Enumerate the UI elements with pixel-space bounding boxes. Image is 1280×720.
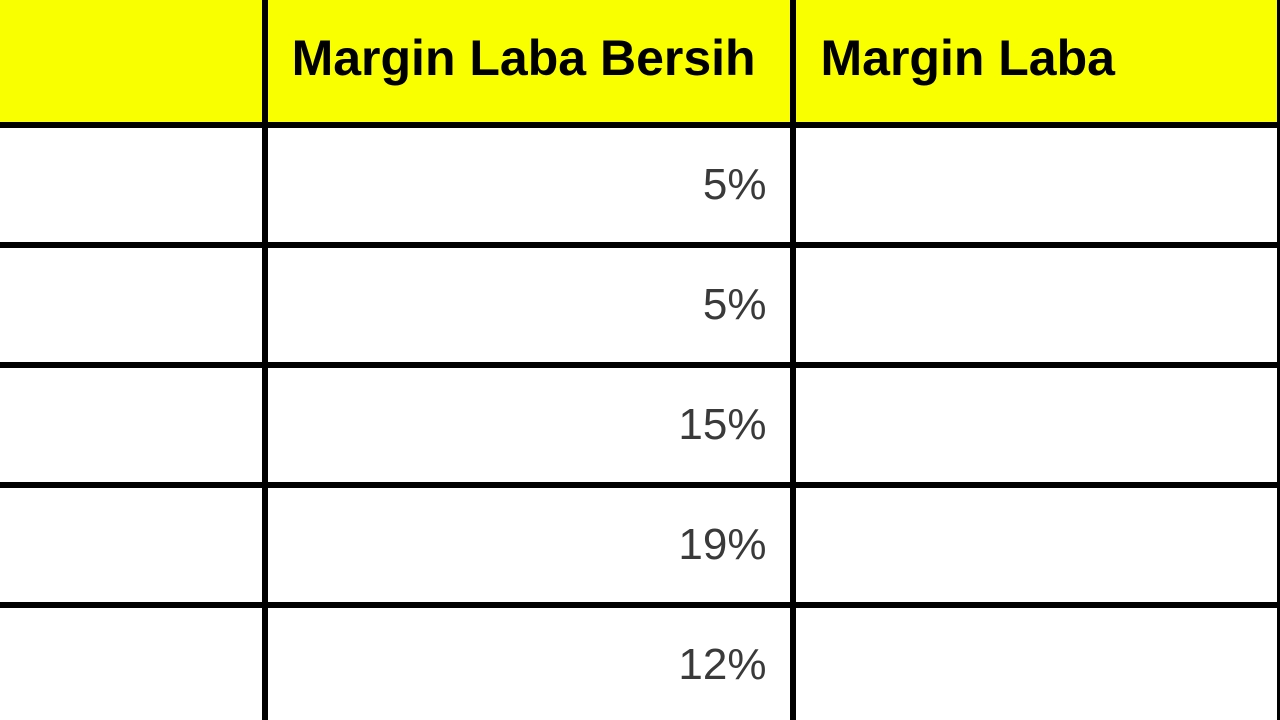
cell-margin-bersih: 12% — [265, 605, 794, 720]
col-header-margin-3: Margin Laba — [793, 0, 1280, 125]
cell-margin-3 — [793, 245, 1280, 365]
table-row: 5% — [0, 245, 1280, 365]
cell-industry: asi — [0, 485, 265, 605]
table-container: Industri Margin Laba Bersih Margin Laba … — [0, 0, 1280, 720]
col-header-industri: Industri — [0, 0, 265, 125]
cell-margin-bersih: 5% — [265, 245, 794, 365]
cell-margin-3 — [793, 485, 1280, 605]
table-row: otomotif 12% — [0, 605, 1280, 720]
cell-margin-3 — [793, 365, 1280, 485]
cell-margin-bersih: 15% — [265, 365, 794, 485]
table-body: si 5% 5% n 15% asi 19% — [0, 125, 1280, 720]
table-row: n 15% — [0, 365, 1280, 485]
cell-margin-3 — [793, 125, 1280, 245]
cell-margin-3 — [793, 605, 1280, 720]
table-header-row: Industri Margin Laba Bersih Margin Laba — [0, 0, 1280, 125]
table-row: si 5% — [0, 125, 1280, 245]
cell-margin-bersih: 5% — [265, 125, 794, 245]
table-row: asi 19% — [0, 485, 1280, 605]
viewport: Industri Margin Laba Bersih Margin Laba … — [0, 0, 1280, 720]
cell-industry: si — [0, 125, 265, 245]
cell-margin-bersih: 19% — [265, 485, 794, 605]
cell-industry: otomotif — [0, 605, 265, 720]
cell-industry: n — [0, 365, 265, 485]
col-header-margin-bersih: Margin Laba Bersih — [265, 0, 794, 125]
cell-industry — [0, 245, 265, 365]
margin-table: Industri Margin Laba Bersih Margin Laba … — [0, 0, 1280, 720]
